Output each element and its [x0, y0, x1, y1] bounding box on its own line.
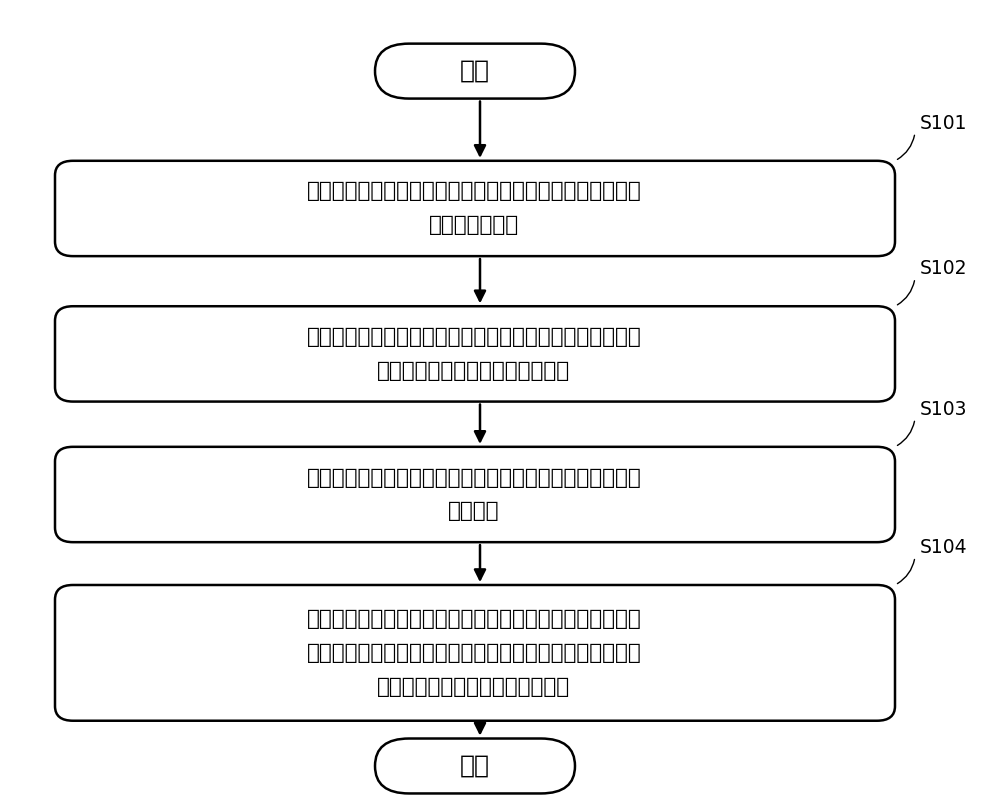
Text: 施加到被控对象上，进行实时控制: 施加到被控对象上，进行实时控制	[377, 677, 571, 696]
FancyBboxPatch shape	[375, 44, 575, 99]
FancyBboxPatch shape	[55, 585, 895, 721]
Text: S103: S103	[920, 399, 968, 419]
Text: 启动多变量预测控制器，将预测控制器从仿真状态切换到实: 启动多变量预测控制器，将预测控制器从仿真状态切换到实	[307, 609, 641, 629]
Text: S104: S104	[920, 537, 968, 557]
Text: 结束: 结束	[460, 754, 490, 778]
Text: 系统的多输入多输出阶跃响应模型: 系统的多输入多输出阶跃响应模型	[377, 361, 571, 381]
FancyBboxPatch shape	[375, 739, 575, 793]
FancyBboxPatch shape	[55, 306, 895, 402]
Text: S102: S102	[920, 259, 968, 278]
Text: S101: S101	[920, 113, 968, 133]
Text: 开始: 开始	[460, 59, 490, 83]
Text: 量以及扰动变量: 量以及扰动变量	[429, 216, 519, 235]
Text: 根据建立的阶跃响应模型，进行多变量预测控制器的仿真和: 根据建立的阶跃响应模型，进行多变量预测控制器的仿真和	[307, 468, 641, 487]
Text: 际在线运行和控制状态，并将所述多变量预测控制器的输出: 际在线运行和控制状态，并将所述多变量预测控制器的输出	[307, 643, 641, 663]
Text: 对过程对象的模型进行辨析，通过施加阶跃扰动，建立汽温: 对过程对象的模型进行辨析，通过施加阶跃扰动，建立汽温	[307, 327, 641, 347]
Text: 参数调整: 参数调整	[448, 502, 500, 521]
Text: 进行多变量预测控制器的前期设计，确定控制变量、被控变: 进行多变量预测控制器的前期设计，确定控制变量、被控变	[307, 182, 641, 201]
FancyBboxPatch shape	[55, 447, 895, 542]
FancyBboxPatch shape	[55, 161, 895, 256]
